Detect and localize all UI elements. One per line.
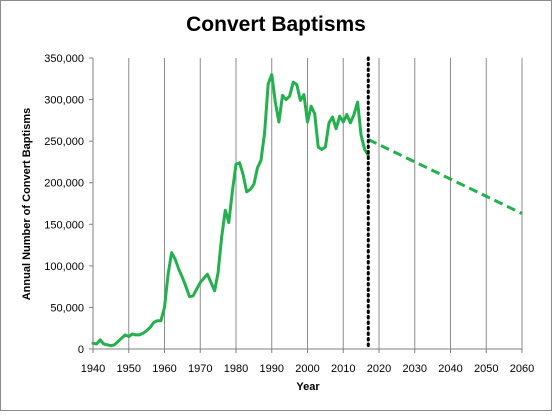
x-tick-label: 1990: [260, 363, 284, 375]
x-tick-label: 1960: [152, 363, 176, 375]
x-tick-label: 2040: [438, 363, 462, 375]
x-tick-label: 1950: [117, 363, 141, 375]
grid: [128, 58, 523, 349]
x-tick-label: 2000: [295, 363, 319, 375]
x-tick-label: 2060: [510, 363, 534, 375]
chart-title: Convert Baptisms: [186, 13, 366, 36]
y-tick-label: 0: [78, 344, 84, 356]
x-tick-label: 2050: [474, 363, 498, 375]
y-tick-label: 200,000: [44, 178, 84, 190]
plot-area: [91, 56, 523, 351]
projection-series-line: [367, 138, 523, 215]
y-axis: 0 50,000 100,000 150,000 200,000 250,000 300,0…: [44, 53, 94, 356]
x-tick-label: 2020: [367, 363, 391, 375]
y-tick-label: 300,000: [44, 95, 84, 107]
y-axis-label: Annual Number of Convert Baptisms: [21, 108, 33, 301]
y-tick-label: 50,000: [50, 302, 84, 314]
y-tick-label: 150,000: [44, 219, 84, 231]
y-tick-label: 100,000: [44, 261, 84, 273]
y-tick-label: 250,000: [44, 136, 84, 148]
y-tick-label: 350,000: [44, 53, 84, 65]
x-tick-label: 2030: [403, 363, 427, 375]
x-axis-label: Year: [296, 381, 320, 393]
x-tick-label: 1970: [188, 363, 212, 375]
x-tick-label: 1940: [81, 363, 105, 375]
x-tick-label: 1980: [224, 363, 248, 375]
x-tick-label: 2010: [331, 363, 355, 375]
historical-series-line: [91, 73, 370, 348]
x-axis: 1940 1950 1960 1970 1980 1990 2000 2010 2020 2030…: [81, 348, 534, 375]
